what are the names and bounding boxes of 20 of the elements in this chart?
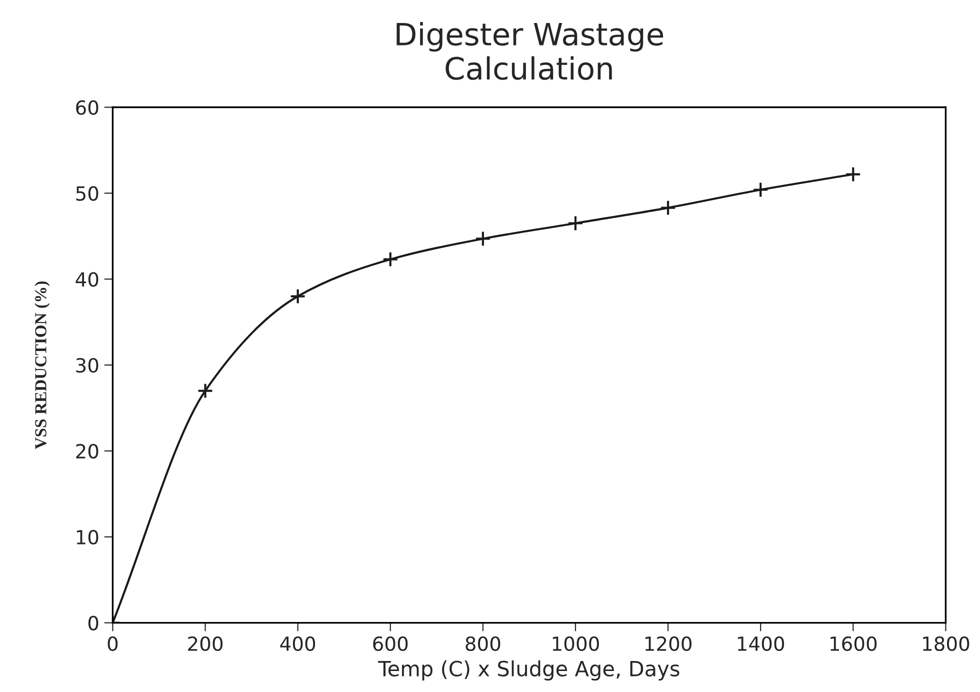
x-tick-label: 400 bbox=[280, 636, 316, 652]
y-tick-label: 20 bbox=[76, 444, 98, 459]
x-tick-label: 800 bbox=[466, 636, 500, 652]
x-tick-label: 600 bbox=[373, 636, 408, 652]
y-tick-label: 60 bbox=[76, 100, 98, 115]
x-tick-label: 200 bbox=[188, 636, 223, 652]
y-tick-label: 0 bbox=[88, 616, 98, 630]
x-tick-label: 1000 bbox=[552, 636, 599, 652]
y-tick-label: 10 bbox=[76, 530, 98, 545]
x-tick-label: 1600 bbox=[830, 636, 877, 652]
x-tick-label: 1400 bbox=[738, 636, 784, 652]
chart-title: Digester Wastage Calculation bbox=[396, 22, 664, 80]
y-tick-label: 50 bbox=[76, 186, 98, 201]
x-tick-label: 1800 bbox=[923, 636, 970, 652]
y-tick-label: 40 bbox=[76, 272, 98, 287]
x-tick-label: 1200 bbox=[645, 636, 692, 652]
y-tick-label: 30 bbox=[76, 358, 98, 373]
x-tick-label: 0 bbox=[108, 636, 118, 652]
y-axis-title: VSS REDUCTION (%) bbox=[34, 281, 50, 450]
x-axis-title: Temp (C) x Sludge Age, Days bbox=[378, 660, 680, 681]
